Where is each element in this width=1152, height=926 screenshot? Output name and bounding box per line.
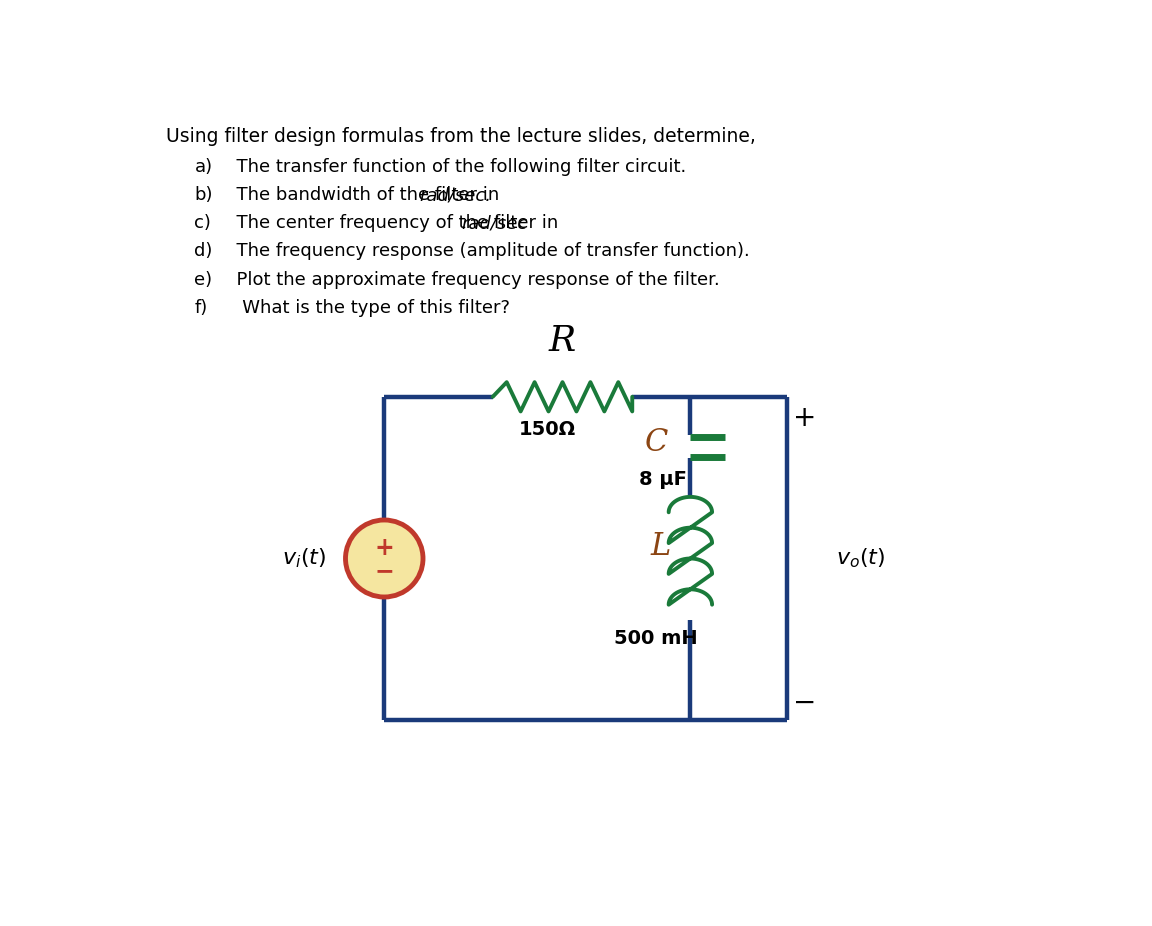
Text: a): a) — [195, 158, 212, 176]
Text: $v_i(t)$: $v_i(t)$ — [282, 546, 326, 570]
Text: What is the type of this filter?: What is the type of this filter? — [226, 298, 510, 317]
Text: d): d) — [195, 243, 213, 260]
Text: Plot the approximate frequency response of the filter.: Plot the approximate frequency response … — [226, 270, 720, 289]
Text: $v_o(t)$: $v_o(t)$ — [836, 546, 886, 570]
Text: 500 mH: 500 mH — [614, 630, 697, 648]
Text: C: C — [645, 428, 668, 458]
Text: Using filter design formulas from the lecture slides, determine,: Using filter design formulas from the le… — [166, 127, 756, 146]
Circle shape — [346, 520, 423, 597]
Text: −: − — [793, 689, 816, 718]
Text: f): f) — [195, 298, 207, 317]
Text: e): e) — [195, 270, 212, 289]
Text: rad/sec.: rad/sec. — [419, 186, 492, 205]
Text: The center frequency of the filter in: The center frequency of the filter in — [226, 214, 564, 232]
Text: The frequency response (amplitude of transfer function).: The frequency response (amplitude of tra… — [226, 243, 750, 260]
Text: c): c) — [195, 214, 211, 232]
Text: L: L — [651, 532, 670, 562]
Text: rad/sec: rad/sec — [461, 214, 528, 232]
Text: 150Ω: 150Ω — [518, 419, 576, 439]
Text: The transfer function of the following filter circuit.: The transfer function of the following f… — [226, 158, 687, 176]
Text: The bandwidth of the filter in: The bandwidth of the filter in — [226, 186, 506, 205]
Text: R: R — [548, 324, 576, 358]
Text: +: + — [793, 405, 816, 432]
Text: +: + — [374, 536, 394, 559]
Text: −: − — [374, 559, 394, 583]
Text: 8 μF: 8 μF — [639, 469, 688, 489]
Text: b): b) — [195, 186, 213, 205]
